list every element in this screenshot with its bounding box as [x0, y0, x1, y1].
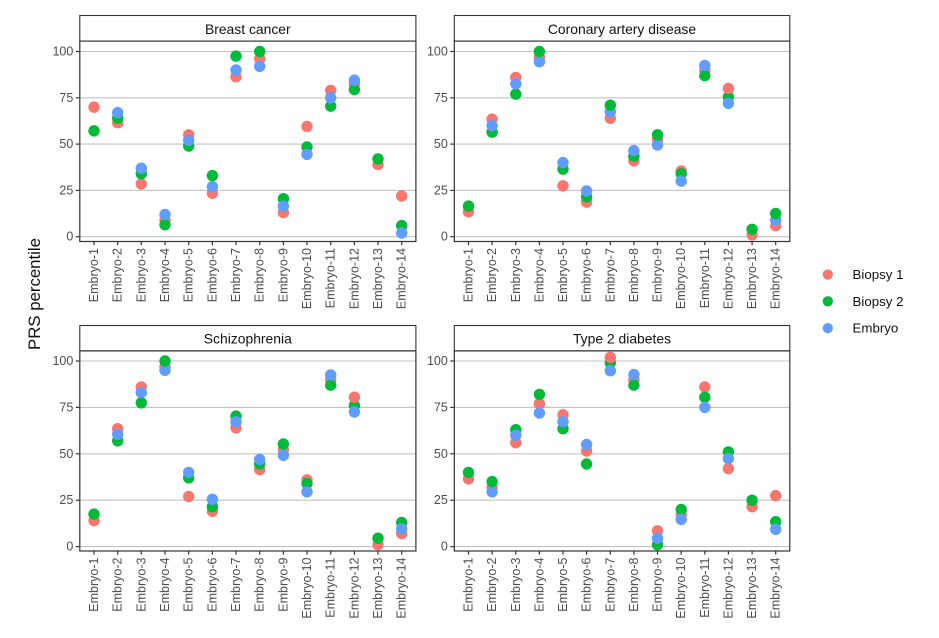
- svg-text:Embryo-5: Embryo-5: [182, 248, 196, 302]
- svg-text:Embryo-2: Embryo-2: [485, 248, 499, 302]
- svg-text:50: 50: [59, 447, 73, 461]
- svg-text:Embryo-3: Embryo-3: [134, 557, 148, 611]
- svg-text:Embryo-5: Embryo-5: [182, 557, 196, 611]
- svg-text:Embryo-5: Embryo-5: [556, 557, 570, 611]
- svg-text:Embryo-10: Embryo-10: [674, 248, 688, 309]
- svg-text:Embryo-6: Embryo-6: [205, 557, 219, 611]
- svg-text:Embryo-12: Embryo-12: [721, 557, 735, 618]
- svg-text:Embryo-3: Embryo-3: [509, 557, 523, 611]
- svg-text:Embryo-4: Embryo-4: [158, 248, 172, 302]
- svg-text:Embryo-6: Embryo-6: [205, 248, 219, 302]
- svg-text:Embryo-13: Embryo-13: [745, 557, 759, 618]
- svg-text:100: 100: [52, 45, 73, 59]
- svg-text:Embryo-13: Embryo-13: [745, 248, 759, 309]
- svg-text:Embryo-6: Embryo-6: [580, 248, 594, 302]
- svg-text:25: 25: [59, 493, 73, 507]
- svg-text:Embryo-9: Embryo-9: [651, 557, 665, 611]
- svg-text:Embryo-11: Embryo-11: [698, 248, 712, 308]
- svg-text:Embryo-12: Embryo-12: [347, 557, 361, 618]
- svg-text:Biopsy 2: Biopsy 2: [853, 294, 904, 309]
- svg-text:Embryo-7: Embryo-7: [229, 557, 243, 611]
- svg-text:50: 50: [434, 447, 448, 461]
- svg-text:50: 50: [59, 137, 73, 151]
- svg-text:25: 25: [59, 183, 73, 197]
- svg-text:Embryo-10: Embryo-10: [674, 557, 688, 618]
- svg-text:Embryo-8: Embryo-8: [627, 557, 641, 611]
- svg-text:Embryo-14: Embryo-14: [395, 557, 409, 618]
- svg-text:Embryo-8: Embryo-8: [253, 248, 267, 302]
- svg-text:Embryo-3: Embryo-3: [134, 248, 148, 302]
- svg-text:Embryo: Embryo: [853, 321, 899, 336]
- svg-text:Embryo-4: Embryo-4: [532, 557, 546, 611]
- svg-text:Embryo-11: Embryo-11: [698, 557, 712, 617]
- svg-text:Embryo-4: Embryo-4: [158, 557, 172, 611]
- svg-text:Embryo-11: Embryo-11: [324, 557, 338, 617]
- svg-text:PRS percentile: PRS percentile: [25, 238, 44, 350]
- svg-text:Embryo-7: Embryo-7: [603, 557, 617, 611]
- svg-text:Embryo-2: Embryo-2: [485, 557, 499, 611]
- svg-text:Embryo-13: Embryo-13: [371, 557, 385, 618]
- svg-text:Embryo-10: Embryo-10: [300, 557, 314, 618]
- svg-text:Embryo-6: Embryo-6: [580, 557, 594, 611]
- svg-text:75: 75: [59, 91, 73, 105]
- svg-text:100: 100: [52, 354, 73, 368]
- svg-text:Embryo-2: Embryo-2: [111, 248, 125, 302]
- svg-text:Embryo-12: Embryo-12: [721, 248, 735, 309]
- svg-text:100: 100: [427, 45, 448, 59]
- svg-text:Embryo-9: Embryo-9: [651, 248, 665, 302]
- svg-text:0: 0: [66, 540, 73, 554]
- svg-text:Embryo-1: Embryo-1: [87, 557, 101, 611]
- svg-text:Type 2 diabetes: Type 2 diabetes: [573, 331, 671, 347]
- svg-text:Embryo-9: Embryo-9: [276, 248, 290, 302]
- svg-text:Embryo-12: Embryo-12: [347, 248, 361, 309]
- svg-text:Embryo-14: Embryo-14: [395, 248, 409, 309]
- svg-text:75: 75: [59, 400, 73, 414]
- svg-text:Embryo-13: Embryo-13: [371, 248, 385, 309]
- svg-text:Embryo-9: Embryo-9: [276, 557, 290, 611]
- svg-text:Embryo-7: Embryo-7: [229, 248, 243, 302]
- svg-text:Embryo-1: Embryo-1: [462, 248, 476, 302]
- svg-text:100: 100: [427, 354, 448, 368]
- svg-text:25: 25: [434, 493, 448, 507]
- svg-text:0: 0: [441, 540, 448, 554]
- svg-text:Coronary artery disease: Coronary artery disease: [548, 21, 697, 37]
- svg-text:Embryo-1: Embryo-1: [87, 248, 101, 302]
- svg-text:Embryo-14: Embryo-14: [769, 557, 783, 618]
- svg-text:Embryo-4: Embryo-4: [532, 248, 546, 302]
- svg-text:75: 75: [434, 91, 448, 105]
- svg-text:Embryo-1: Embryo-1: [462, 557, 476, 611]
- svg-text:Embryo-11: Embryo-11: [324, 248, 338, 308]
- svg-text:Embryo-2: Embryo-2: [111, 557, 125, 611]
- svg-text:Embryo-7: Embryo-7: [603, 248, 617, 302]
- svg-text:Embryo-8: Embryo-8: [253, 557, 267, 611]
- svg-text:Embryo-3: Embryo-3: [509, 248, 523, 302]
- svg-text:Embryo-8: Embryo-8: [627, 248, 641, 302]
- svg-text:Embryo-14: Embryo-14: [769, 248, 783, 309]
- svg-text:0: 0: [66, 230, 73, 244]
- svg-text:Biopsy 1: Biopsy 1: [853, 267, 904, 282]
- svg-text:50: 50: [434, 137, 448, 151]
- svg-text:Schizophrenia: Schizophrenia: [204, 331, 292, 347]
- svg-text:75: 75: [434, 400, 448, 414]
- svg-text:Breast cancer: Breast cancer: [205, 21, 291, 37]
- svg-text:Embryo-10: Embryo-10: [300, 248, 314, 309]
- svg-text:25: 25: [434, 183, 448, 197]
- svg-text:0: 0: [441, 230, 448, 244]
- svg-text:Embryo-5: Embryo-5: [556, 248, 570, 302]
